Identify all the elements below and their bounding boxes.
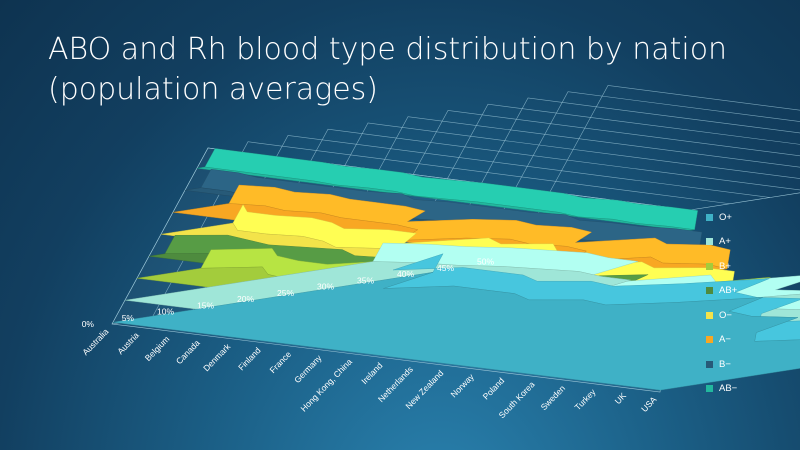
y-tick-label: 25% [277,288,294,298]
legend-label: A− [719,334,731,346]
legend-swatch [706,336,713,344]
category-label: Sweden [539,383,568,412]
y-tick-label: 20% [237,294,254,304]
category-label: USA [639,394,659,414]
y-tick-label: 40% [397,269,414,279]
y-tick-label: 15% [197,300,214,310]
slide-title-line-1: ABO and Rh blood type distribution by na… [48,32,728,67]
legend-item-A+: A+ [706,230,737,255]
category-label: Poland [481,375,507,401]
legend-swatch [706,262,713,270]
legend-swatch [706,360,713,368]
category-label: Finland [236,345,263,372]
category-label: Canada [174,338,202,367]
legend-item-O+: O+ [706,205,737,230]
legend-swatch [706,238,713,246]
y-tick-label: 5% [122,313,135,323]
slide-title: ABO and Rh blood type distribution by na… [48,30,768,110]
legend-label: AB− [719,383,738,395]
legend-label: O+ [719,211,732,223]
legend-label: O− [719,309,732,321]
category-label: Turkey [573,386,599,412]
legend-item-AB+: AB+ [706,279,737,304]
category-label: Norway [449,371,477,399]
category-label: France [268,349,294,375]
legend-swatch [706,213,713,221]
category-label: UK [613,390,629,406]
legend-label: B+ [719,260,731,272]
series-area-O+ [112,272,800,391]
y-tick-label: 10% [157,307,174,317]
y-tick-label: 30% [317,282,334,292]
y-axis-ticks: 0% 5% 10% 15% 20% 25% 30% 35% 40% 45% 50% [82,257,495,330]
y-tick-label: 45% [437,263,454,273]
category-label: Ireland [359,360,384,386]
legend-swatch [706,311,713,319]
category-label: Belgium [143,334,172,363]
legend-swatch [706,287,713,295]
legend-label: A+ [719,236,731,248]
slide-title-line-2: (population averages) [48,72,378,107]
legend-item-A−: A− [706,328,737,353]
legend-swatch [706,385,713,393]
category-label: Austria [115,330,141,356]
legend-item-B−: B− [706,352,737,377]
chart-legend: O+ A+ B+ AB+ O− A− B− AB− [706,205,737,401]
legend-label: B− [719,358,731,370]
y-tick-label: 35% [357,275,374,285]
legend-item-B+: B+ [706,254,737,279]
legend-label: AB+ [719,285,738,297]
series-O+ [112,253,800,391]
chart-series-layer [112,148,800,391]
y-tick-label: 50% [477,257,494,267]
y-tick-label: 0% [82,319,95,329]
category-label: Australia [80,326,110,357]
category-label: Denmark [201,341,233,373]
category-label: Germany [292,352,324,385]
back-wall-edge [689,192,800,211]
legend-item-O−: O− [706,303,737,328]
legend-item-AB−: AB− [706,377,737,402]
